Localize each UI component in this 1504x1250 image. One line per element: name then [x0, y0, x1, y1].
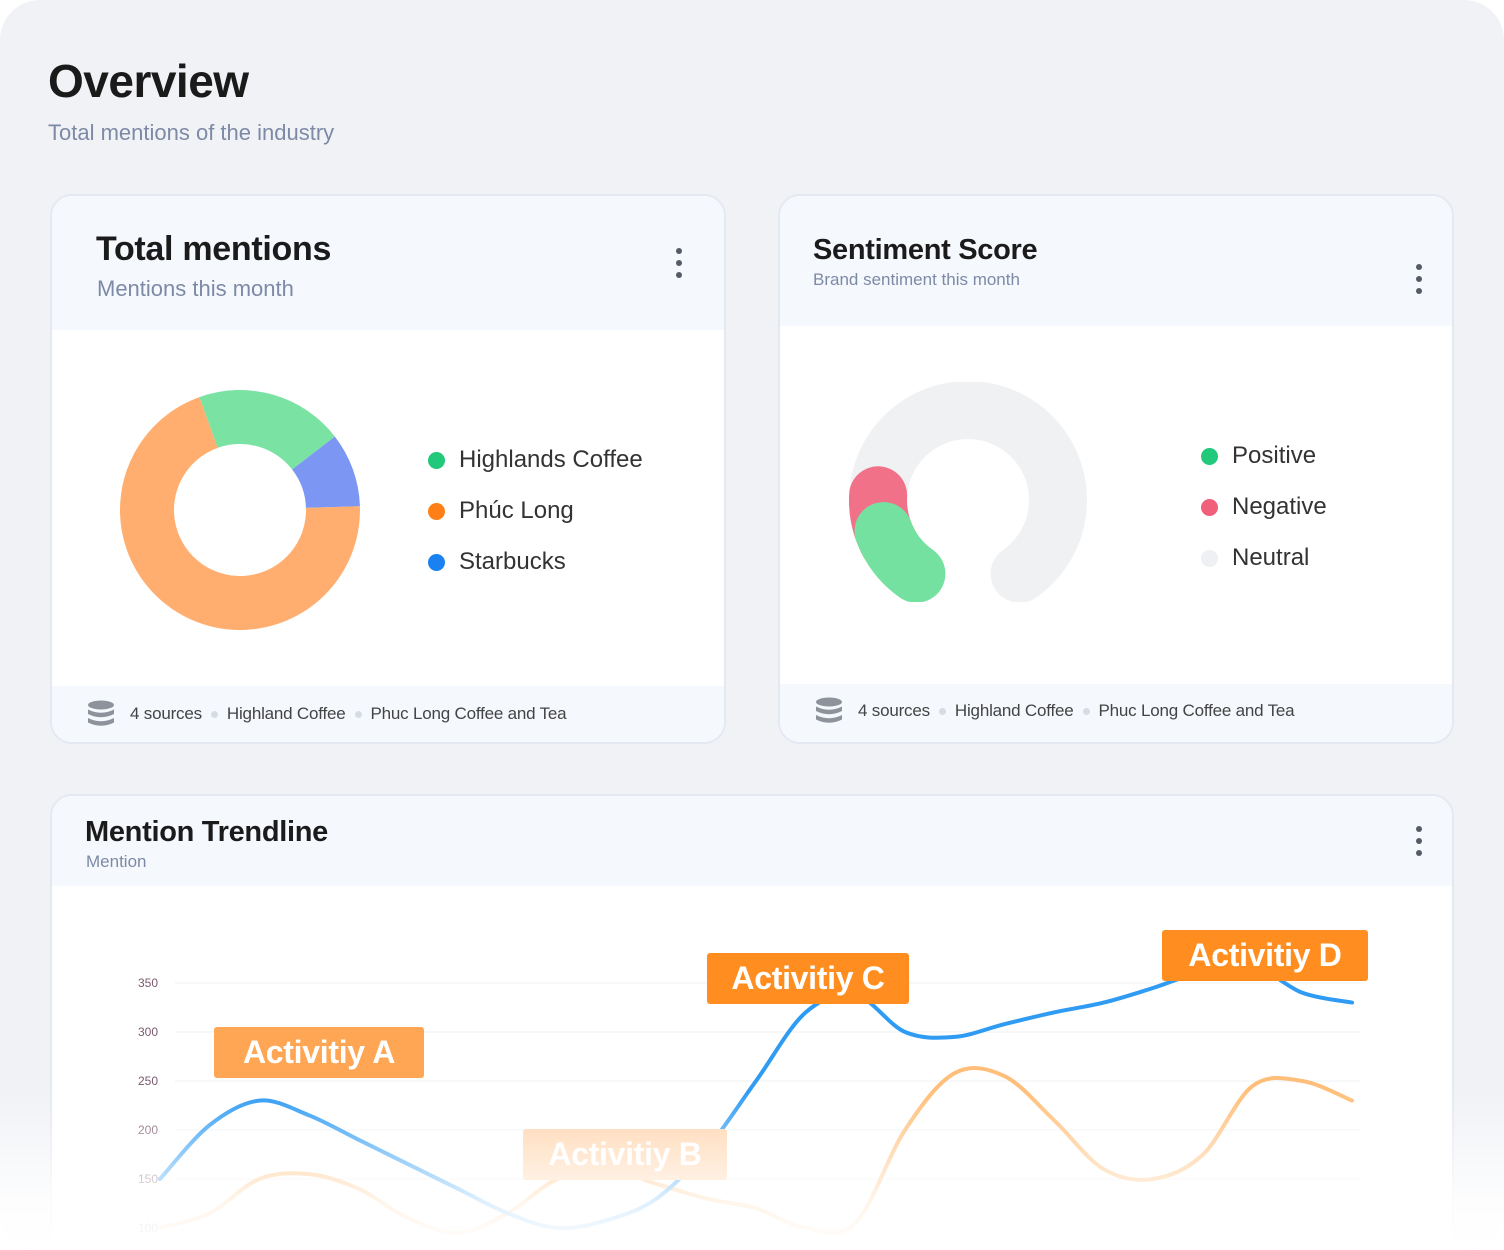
page-subtitle: Total mentions of the industry — [48, 120, 335, 145]
y-tick-label: 350 — [138, 976, 158, 990]
sources-count: 4 sources — [858, 701, 930, 720]
separator-dot — [938, 707, 946, 715]
legend-label: Negative — [1232, 493, 1327, 520]
legend-label: Highlands Coffee — [459, 446, 643, 473]
sentiment-card: Sentiment Score Brand sentiment this mon… — [778, 194, 1454, 744]
more-options-icon[interactable] — [1414, 262, 1424, 296]
more-options-icon[interactable] — [1414, 824, 1424, 858]
separator-dot — [1082, 707, 1090, 715]
y-tick-label: 200 — [138, 1123, 158, 1137]
total-mentions-title: Total mentions — [96, 230, 332, 268]
trendline-title: Mention Trendline — [85, 816, 329, 848]
page-title: Overview — [48, 55, 249, 107]
sentiment-subtitle: Brand sentiment this month — [813, 270, 1020, 289]
activity-tag-c: Activitiy C — [707, 953, 909, 1004]
legend-item-negative: Negative — [1201, 493, 1327, 521]
separator-dot — [210, 710, 218, 718]
gauge-segment-positive — [854, 502, 946, 602]
sources-row: 4 sources Highland Coffee Phuc Long Coff… — [814, 696, 1295, 726]
legend-dot — [1201, 447, 1218, 465]
legend-label: Phúc Long — [459, 497, 574, 524]
legend-dot — [428, 451, 445, 469]
source-brand: Highland Coffee — [954, 701, 1074, 720]
donut-slice-phúc-long — [120, 397, 360, 630]
database-icon — [816, 697, 842, 723]
legend-dot — [1201, 549, 1218, 567]
activity-tag-b: Activitiy B — [523, 1129, 727, 1180]
total-mentions-header: Total mentions Mentions this month — [52, 196, 724, 330]
sentiment-header: Sentiment Score Brand sentiment this mon… — [780, 196, 1452, 326]
y-tick-label: 100 — [138, 1221, 158, 1235]
series-line-orange — [158, 1066, 1354, 1235]
donut-slice-highlands-coffee — [199, 390, 335, 470]
legend-label: Neutral — [1232, 544, 1310, 571]
source-brand: Phuc Long Coffee and Tea — [1098, 701, 1295, 720]
legend-item-starbucks: Starbucks — [428, 548, 566, 576]
sources-row: 4 sources Highland Coffee Phuc Long Coff… — [86, 699, 567, 729]
legend-item-neutral: Neutral — [1201, 544, 1309, 572]
legend-dot — [1201, 498, 1218, 516]
total-mentions-card: Total mentions Mentions this month Highl… — [50, 194, 726, 744]
trendline-header: Mention Trendline Mention — [52, 796, 1452, 886]
y-tick-label: 300 — [138, 1025, 158, 1039]
database-icon — [88, 700, 114, 726]
donut-chart — [120, 390, 360, 630]
trendline-subtitle: Mention — [86, 852, 147, 871]
total-mentions-subtitle: Mentions this month — [97, 276, 294, 301]
y-tick-label: 150 — [138, 1172, 158, 1186]
legend-item-highlands: Highlands Coffee — [428, 446, 643, 474]
legend-item-phuc-long: Phúc Long — [428, 497, 574, 525]
total-mentions-footer: 4 sources Highland Coffee Phuc Long Coff… — [52, 686, 724, 742]
legend-label: Positive — [1232, 442, 1317, 469]
sentiment-footer: 4 sources Highland Coffee Phuc Long Coff… — [780, 684, 1452, 742]
source-brand: Highland Coffee — [226, 704, 346, 723]
legend-dot — [428, 502, 445, 520]
source-brand: Phuc Long Coffee and Tea — [370, 704, 567, 723]
legend-item-positive: Positive — [1201, 442, 1316, 470]
donut-slice-starbucks — [292, 436, 360, 508]
legend-label: Starbucks — [459, 548, 566, 575]
sources-count: 4 sources — [130, 704, 202, 723]
sentiment-gauge — [849, 382, 1087, 602]
more-options-icon[interactable] — [674, 246, 684, 280]
separator-dot — [354, 710, 362, 718]
activity-tag-a: Activitiy A — [214, 1027, 424, 1078]
sentiment-title: Sentiment Score — [813, 234, 1038, 266]
y-tick-label: 250 — [138, 1074, 158, 1088]
activity-tag-d: Activitiy D — [1162, 930, 1368, 981]
legend-dot — [428, 553, 445, 571]
